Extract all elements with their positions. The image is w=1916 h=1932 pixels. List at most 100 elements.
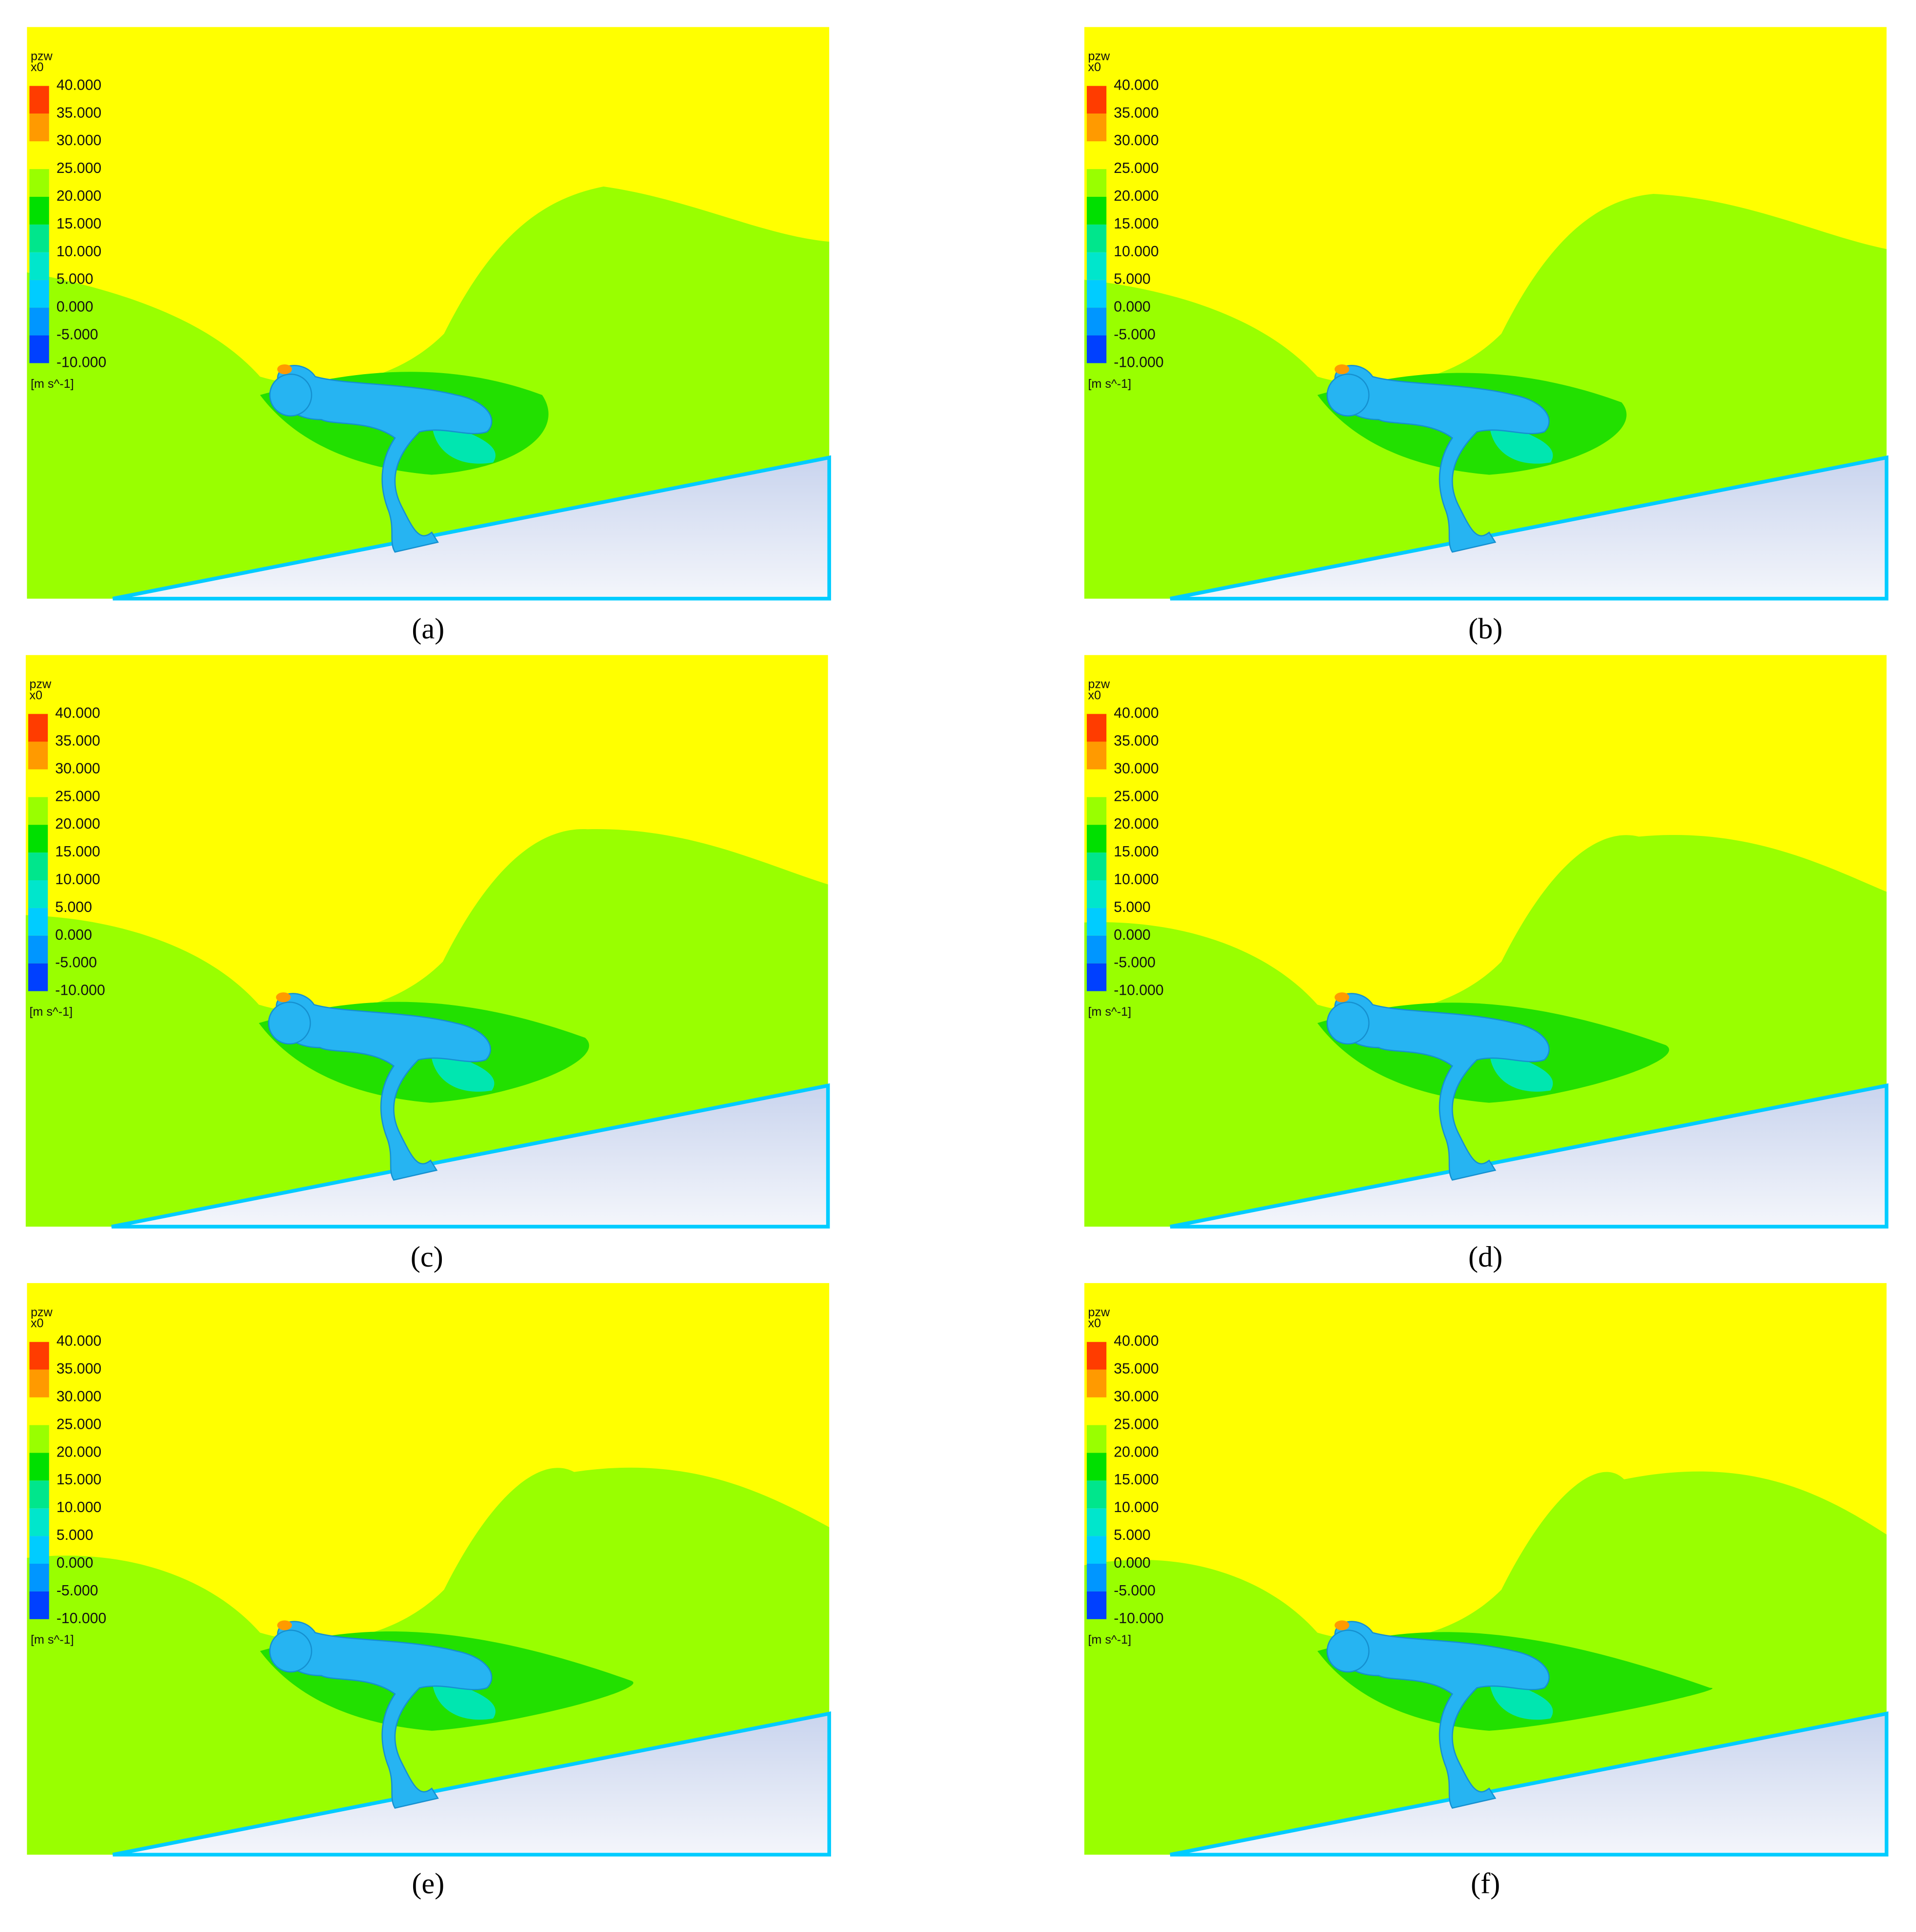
colorbar-label: 5.000 — [1114, 899, 1151, 915]
colorbar-band — [1086, 741, 1107, 770]
colorbar-label: 15.000 — [57, 216, 101, 232]
colorbar-band — [28, 825, 48, 853]
colorbar-band — [29, 280, 49, 308]
colorbar-label: 25.000 — [1114, 160, 1158, 176]
skier-head — [1327, 373, 1370, 417]
colorbar-band — [29, 335, 49, 363]
colorbar-band — [29, 224, 49, 252]
colorbar-band — [1086, 280, 1107, 308]
colorbar-band — [28, 769, 48, 797]
colorbar-label: 30.000 — [1114, 133, 1158, 149]
colorbar-label: -10.000 — [1114, 354, 1163, 370]
slope — [112, 455, 831, 601]
colorbar-label: 0.000 — [57, 299, 94, 315]
helmet-peak — [277, 1620, 292, 1630]
legend-subtitle: x0 — [31, 60, 44, 74]
colorbar-label: 40.000 — [57, 77, 101, 93]
colorbar-label: -10.000 — [1114, 1610, 1163, 1627]
colorbar-label: -5.000 — [1114, 955, 1156, 971]
panel-caption: (d) — [1468, 1241, 1502, 1273]
colorbar-band — [1086, 1508, 1107, 1536]
colorbar-label: -5.000 — [55, 955, 97, 971]
legend-title: pzw — [1088, 678, 1110, 691]
slope — [112, 1711, 831, 1857]
panel-caption: (c) — [411, 1241, 443, 1273]
colorbar-label: 25.000 — [1114, 788, 1158, 804]
colorbar-band — [1086, 714, 1107, 742]
legend-unit: [m s^-1] — [29, 1005, 73, 1019]
colorbar-label: 30.000 — [1114, 760, 1158, 777]
legend-subtitle: x0 — [1088, 60, 1101, 74]
colorbar-label: 35.000 — [55, 733, 100, 749]
colorbar-band — [29, 1425, 49, 1453]
colorbar-label: -10.000 — [55, 983, 105, 999]
legend-subtitle: x0 — [29, 688, 42, 702]
colorbar-label: 10.000 — [57, 1499, 101, 1515]
colorbar-label: 35.000 — [57, 1361, 101, 1377]
colorbar-label: -5.000 — [1114, 1583, 1156, 1599]
legend-unit: [m s^-1] — [31, 377, 74, 391]
legend-unit: [m s^-1] — [31, 1633, 74, 1647]
colorbar-label: -10.000 — [1114, 983, 1163, 999]
legend-title: pzw — [1088, 1306, 1110, 1319]
skier-head — [1327, 1002, 1370, 1045]
colorbar-label: 10.000 — [57, 244, 101, 260]
colorbar-label: 30.000 — [57, 133, 101, 149]
colorbar-label: 25.000 — [55, 788, 100, 804]
legend-unit: [m s^-1] — [1088, 1005, 1131, 1019]
colorbar-band — [28, 797, 48, 825]
colorbar-label: 5.000 — [1114, 271, 1151, 287]
colorbar-label: 20.000 — [55, 816, 100, 832]
colorbar-band — [1086, 1397, 1107, 1425]
skier-head — [1327, 1629, 1370, 1673]
colorbar-label: 40.000 — [57, 1333, 101, 1349]
panel-caption: (e) — [412, 1868, 444, 1900]
colorbar-band — [1086, 769, 1107, 797]
colorbar-label: 20.000 — [57, 1444, 101, 1460]
colorbar-band — [28, 908, 48, 936]
legend-subtitle: x0 — [31, 1317, 44, 1330]
colorbar-label: 40.000 — [1114, 77, 1158, 93]
helmet-peak — [1334, 992, 1349, 1003]
skier — [1334, 365, 1550, 553]
colorbar-label: 10.000 — [1114, 871, 1158, 888]
colorbar-band — [28, 714, 48, 742]
colorbar-label: -10.000 — [57, 354, 106, 370]
colorbar-band — [1086, 935, 1107, 964]
colorbar-band — [1086, 1342, 1107, 1370]
colorbar-label: 30.000 — [55, 760, 100, 777]
helmet-peak — [1334, 1620, 1349, 1630]
skier — [276, 993, 491, 1181]
colorbar-band — [1086, 335, 1107, 363]
colorbar-band — [29, 169, 49, 197]
colorbar-label: 0.000 — [1114, 1555, 1151, 1571]
legend-title: pzw — [29, 678, 52, 691]
colorbar-band — [29, 252, 49, 280]
colorbar-band — [1086, 224, 1107, 252]
colorbar-label: 30.000 — [57, 1389, 101, 1405]
colorbar-label: 0.000 — [1114, 927, 1151, 943]
colorbar-band — [29, 197, 49, 225]
helmet-peak — [276, 992, 291, 1003]
colorbar-band — [1086, 852, 1107, 880]
skier-head — [269, 373, 312, 417]
colorbar-label: 25.000 — [57, 1416, 101, 1432]
skier — [1334, 993, 1550, 1181]
skier — [277, 1621, 493, 1809]
colorbar-band — [1086, 1563, 1107, 1591]
colorbar-label: 35.000 — [1114, 733, 1158, 749]
colorbar-band — [1086, 908, 1107, 936]
colorbar-band — [28, 852, 48, 880]
colorbar-label: 5.000 — [57, 271, 94, 287]
colorbar-label: 15.000 — [55, 844, 100, 860]
legend-subtitle: x0 — [1088, 688, 1101, 702]
colorbar-label: 10.000 — [1114, 1499, 1158, 1515]
legend-subtitle: x0 — [1088, 1317, 1101, 1330]
colorbar-label: 5.000 — [57, 1527, 94, 1543]
colorbar-band — [1086, 880, 1107, 908]
colorbar-label: 5.000 — [1114, 1527, 1151, 1543]
colorbar-label: 35.000 — [57, 105, 101, 121]
skier-head — [269, 1629, 312, 1673]
